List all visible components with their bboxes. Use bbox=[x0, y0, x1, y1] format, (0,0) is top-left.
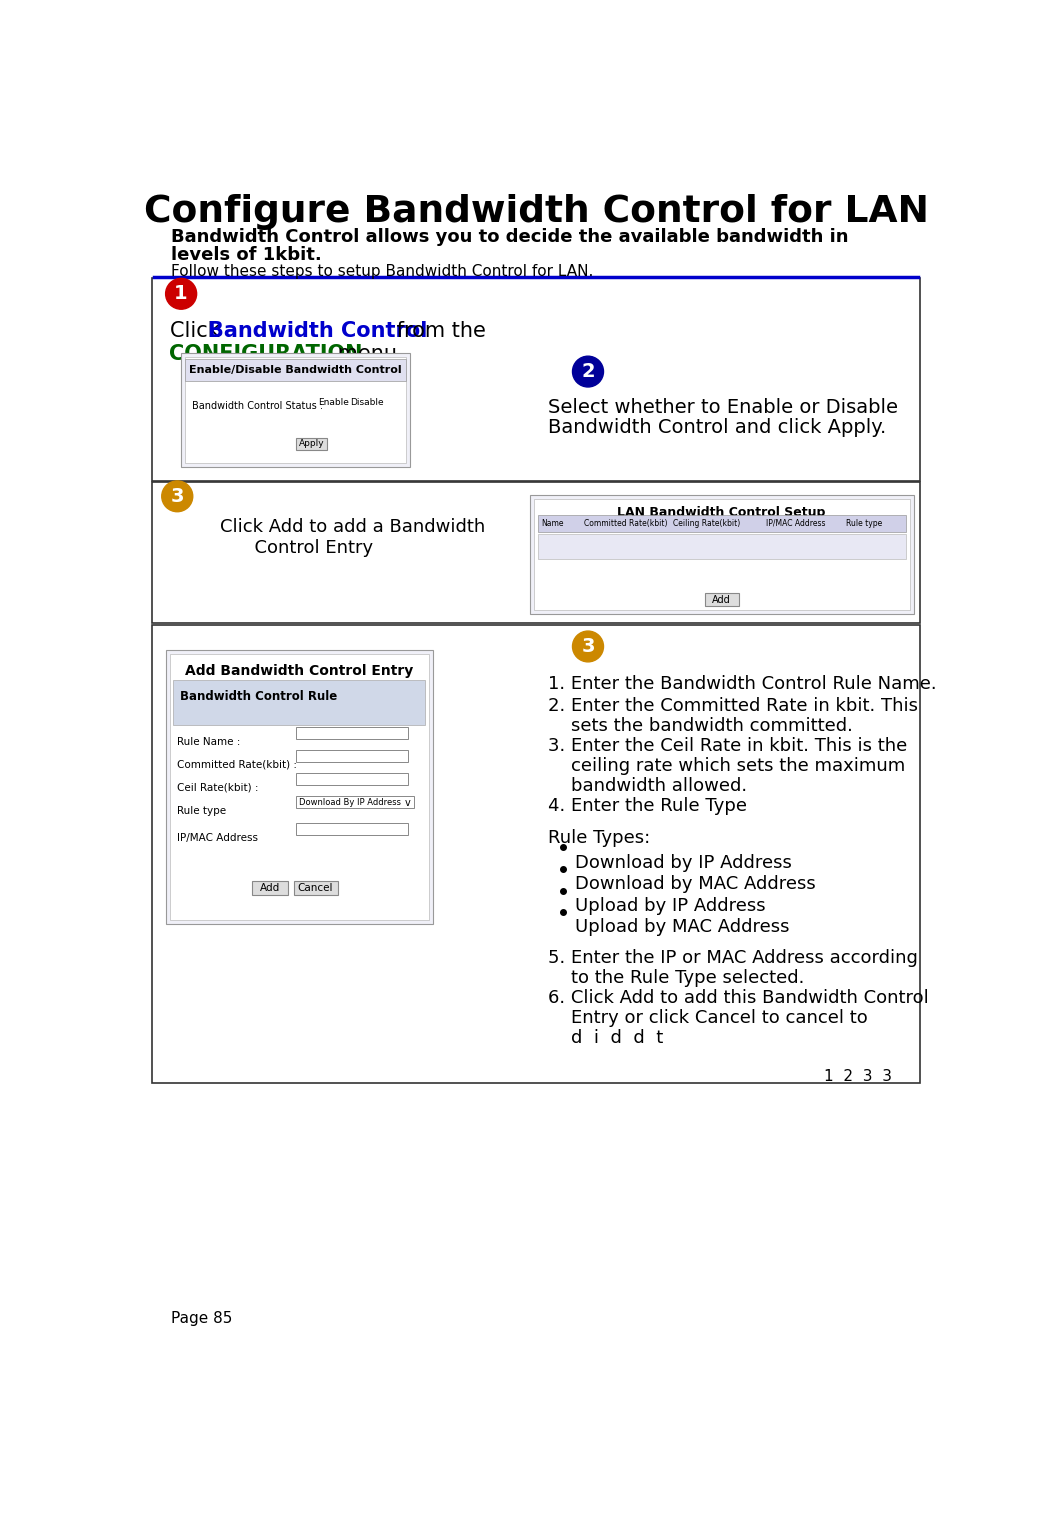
Bar bbox=[533, 498, 910, 610]
Text: to the Rule Type selected.: to the Rule Type selected. bbox=[548, 968, 804, 987]
Circle shape bbox=[572, 357, 604, 387]
Text: Bandwidth Control: Bandwidth Control bbox=[208, 320, 428, 340]
Text: Control Entry: Control Entry bbox=[220, 539, 373, 557]
Text: CONFIGURATION: CONFIGURATION bbox=[169, 345, 363, 364]
Text: Add: Add bbox=[260, 883, 280, 893]
Bar bbox=[530, 495, 913, 615]
Bar bbox=[153, 278, 919, 481]
Text: Upload by IP Address: Upload by IP Address bbox=[575, 897, 766, 915]
Text: Bandwidth Control Rule: Bandwidth Control Rule bbox=[180, 691, 337, 703]
Text: from the: from the bbox=[390, 320, 486, 340]
Bar bbox=[296, 823, 408, 835]
Text: Disable: Disable bbox=[350, 398, 384, 407]
Text: 2. Enter the Committed Rate in kbit. This: 2. Enter the Committed Rate in kbit. Thi… bbox=[548, 697, 917, 715]
Bar bbox=[165, 650, 433, 923]
Text: ceiling rate which sets the maximum: ceiling rate which sets the maximum bbox=[548, 756, 905, 774]
Text: 2: 2 bbox=[582, 363, 595, 381]
Text: Click Add to add a Bandwidth: Click Add to add a Bandwidth bbox=[220, 518, 485, 536]
Text: Bandwidth Control allows you to decide the available bandwidth in: Bandwidth Control allows you to decide t… bbox=[172, 228, 848, 246]
Text: Click: Click bbox=[169, 320, 226, 340]
Bar bbox=[294, 882, 338, 896]
Text: 3: 3 bbox=[170, 487, 184, 505]
Text: 1: 1 bbox=[175, 284, 188, 304]
Circle shape bbox=[165, 278, 197, 310]
Text: Ceiling Rate(kbit): Ceiling Rate(kbit) bbox=[674, 519, 741, 528]
Text: LAN Bandwidth Control Setup: LAN Bandwidth Control Setup bbox=[617, 507, 826, 519]
Text: Download by MAC Address: Download by MAC Address bbox=[575, 876, 816, 893]
Text: bandwidth allowed.: bandwidth allowed. bbox=[548, 777, 747, 794]
Text: Download by IP Address: Download by IP Address bbox=[575, 853, 792, 871]
Text: Entry or click Cancel to cancel to: Entry or click Cancel to cancel to bbox=[548, 1009, 867, 1028]
Text: 1. Enter the Bandwidth Control Rule Name.: 1. Enter the Bandwidth Control Rule Name… bbox=[548, 676, 936, 692]
Bar bbox=[185, 357, 406, 463]
Circle shape bbox=[162, 481, 192, 512]
Text: Ceil Rate(kbit) :: Ceil Rate(kbit) : bbox=[177, 783, 258, 792]
Text: 6. Click Add to add this Bandwidth Control: 6. Click Add to add this Bandwidth Contr… bbox=[548, 990, 929, 1006]
Text: Enable: Enable bbox=[318, 398, 349, 407]
Bar bbox=[153, 625, 919, 1082]
Circle shape bbox=[572, 631, 604, 662]
Bar bbox=[296, 727, 408, 739]
Text: Rule Types:: Rule Types: bbox=[548, 829, 650, 847]
Text: Bandwidth Control Status :: Bandwidth Control Status : bbox=[192, 401, 323, 411]
Bar bbox=[169, 654, 429, 920]
Bar bbox=[296, 750, 408, 762]
Text: Rule type: Rule type bbox=[177, 806, 226, 815]
Text: 5. Enter the IP or MAC Address according: 5. Enter the IP or MAC Address according bbox=[548, 949, 917, 967]
Text: IP/MAC Address: IP/MAC Address bbox=[177, 833, 258, 842]
Text: Name: Name bbox=[542, 519, 564, 528]
Text: menu.: menu. bbox=[331, 345, 404, 364]
Text: Page 85: Page 85 bbox=[172, 1312, 232, 1327]
Bar bbox=[185, 360, 406, 381]
Text: Add: Add bbox=[712, 595, 731, 604]
Bar bbox=[296, 795, 413, 808]
Text: levels of 1kbit.: levels of 1kbit. bbox=[172, 246, 322, 264]
Bar bbox=[252, 882, 288, 896]
Text: Apply: Apply bbox=[298, 439, 324, 448]
Text: Committed Rate(kbit) :: Committed Rate(kbit) : bbox=[177, 759, 297, 770]
Text: Download By IP Address: Download By IP Address bbox=[299, 798, 401, 808]
Text: Follow these steps to setup Bandwidth Control for LAN.: Follow these steps to setup Bandwidth Co… bbox=[172, 264, 593, 279]
Bar bbox=[296, 437, 326, 451]
Text: 3: 3 bbox=[582, 638, 595, 656]
Text: 1  2  3  3: 1 2 3 3 bbox=[824, 1069, 892, 1084]
Bar bbox=[705, 594, 738, 606]
Text: Upload by MAC Address: Upload by MAC Address bbox=[575, 918, 790, 937]
Text: sets the bandwidth committed.: sets the bandwidth committed. bbox=[548, 716, 852, 735]
Text: Select whether to Enable or Disable: Select whether to Enable or Disable bbox=[548, 398, 897, 417]
Bar bbox=[174, 680, 426, 726]
Bar bbox=[181, 354, 410, 468]
Text: Add Bandwidth Control Entry: Add Bandwidth Control Entry bbox=[185, 665, 413, 679]
Text: Rule Name :: Rule Name : bbox=[177, 736, 241, 747]
Text: Rule type: Rule type bbox=[846, 519, 883, 528]
Text: 4. Enter the Rule Type: 4. Enter the Rule Type bbox=[548, 797, 747, 815]
Text: IP/MAC Address: IP/MAC Address bbox=[767, 519, 825, 528]
Text: d  i  d  d  t: d i d d t bbox=[548, 1029, 663, 1047]
Text: Enable/Disable Bandwidth Control: Enable/Disable Bandwidth Control bbox=[189, 364, 402, 375]
Bar bbox=[153, 483, 919, 624]
Text: Cancel: Cancel bbox=[298, 883, 334, 893]
Text: 3. Enter the Ceil Rate in kbit. This is the: 3. Enter the Ceil Rate in kbit. This is … bbox=[548, 736, 907, 754]
Text: Committed Rate(kbit): Committed Rate(kbit) bbox=[584, 519, 667, 528]
Text: v: v bbox=[405, 798, 410, 808]
Bar bbox=[538, 515, 906, 531]
Bar bbox=[296, 773, 408, 785]
Bar bbox=[538, 534, 906, 559]
Text: Bandwidth Control and click Apply.: Bandwidth Control and click Apply. bbox=[548, 417, 886, 437]
Text: Configure Bandwidth Control for LAN: Configure Bandwidth Control for LAN bbox=[143, 194, 929, 231]
